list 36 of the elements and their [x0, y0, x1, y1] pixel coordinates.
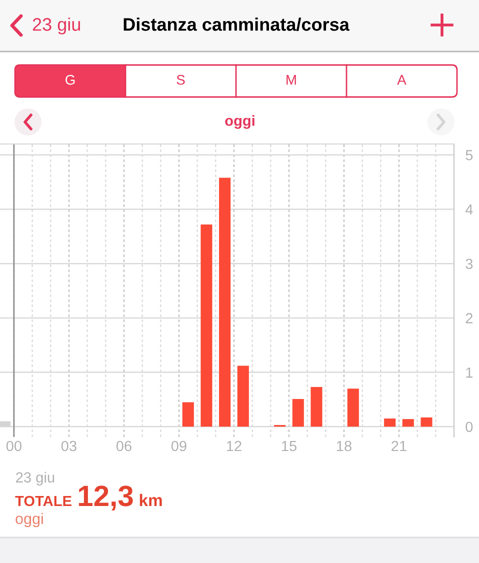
- bar: [219, 178, 231, 427]
- chart-subtitle: oggi: [225, 115, 254, 129]
- bar: [200, 224, 212, 427]
- x-tick-label: 03: [61, 440, 76, 452]
- text: 23 giu: [32, 18, 80, 34]
- x-tick-label: 12: [226, 440, 242, 452]
- x-tick-label: 00: [6, 440, 22, 452]
- x-tick-label: 06: [116, 440, 132, 452]
- bar: [420, 417, 432, 427]
- text: A: [397, 75, 406, 85]
- bar: [402, 419, 414, 427]
- y-tick-label: 0: [466, 422, 473, 432]
- text: S: [176, 74, 185, 85]
- x-tick-label: 15: [282, 441, 296, 452]
- y-tick-label: 4: [465, 204, 473, 215]
- ref-line-label: 23 giu: [16, 472, 54, 486]
- text: 12,3: [78, 486, 133, 511]
- x-tick-label: 21: [392, 440, 406, 452]
- bar: [237, 366, 249, 427]
- bar: [182, 402, 194, 427]
- text: M: [286, 75, 296, 85]
- y-tick-label: 3: [466, 258, 473, 270]
- bar: [384, 418, 396, 427]
- x-tick-label: 09: [171, 440, 186, 452]
- x-tick-label: 18: [336, 440, 352, 452]
- bar: [292, 398, 304, 427]
- bar: [310, 386, 322, 427]
- y-tick-label: 1: [466, 368, 473, 378]
- y-tick-label: 2: [466, 313, 472, 324]
- text: TOTALE: [15, 496, 72, 506]
- y-tick-label: 5: [466, 150, 473, 160]
- bar: [347, 388, 359, 427]
- text: G: [66, 74, 75, 85]
- text: oggi: [16, 512, 43, 528]
- chart-title: Distanza camminata/corsa: [124, 18, 350, 32]
- text: km: [140, 494, 162, 506]
